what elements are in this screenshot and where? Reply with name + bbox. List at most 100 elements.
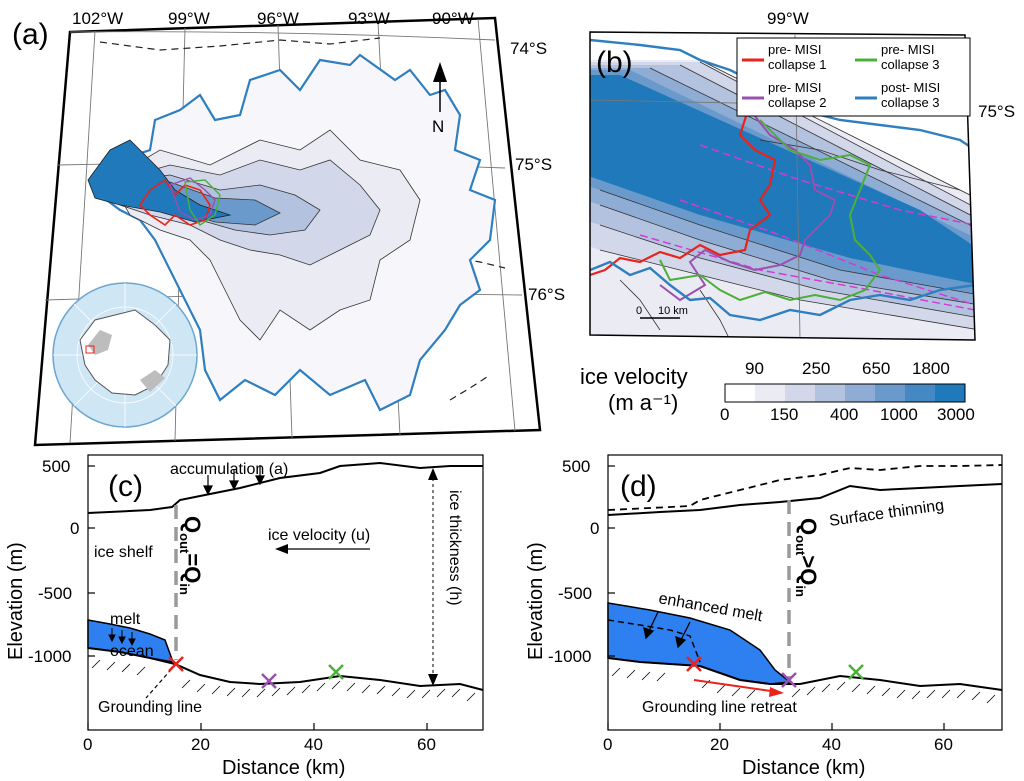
d-marker-purple-x [781,672,797,688]
colorbar-top-250: 250 [802,359,830,378]
panel-b-lat-tick: 75°S [978,102,1015,121]
colorbar-bottom-400: 400 [830,405,858,424]
c-xtick-20: 20 [191,735,210,754]
flux-equation-d: Qout>Qin [793,518,821,597]
d-xlabel: Distance (km) [742,757,865,779]
lat-tick-76s: 76°S [528,285,565,304]
panel-b-label: (b) [596,46,633,79]
lon-tick-90w: 90°W [432,9,474,28]
d-xtick-60: 60 [934,735,953,754]
d-xtick-20: 20 [710,735,729,754]
colorbar-top-1800: 1800 [912,359,950,378]
colorbar-title: ice velocity [580,364,688,389]
d-ylabel: Elevation (m) [525,542,547,660]
c-xtick-40: 40 [304,735,323,754]
label-ice-velocity: ice velocity (u) [268,527,370,544]
d-xtick-0: 0 [603,735,612,754]
d-ytick-0: 0 [590,519,599,538]
marker-green-x [328,664,344,680]
lon-tick-93w: 93°W [348,9,390,28]
c-xtick-60: 60 [417,735,436,754]
panel-a-gl-purple [169,177,216,221]
grounding-retreat-arrow [693,679,779,693]
panel-a-dashed-front [99,37,381,51]
marker-purple-x [261,673,277,689]
colorbar-swatch [905,384,936,402]
panel-b-lon-tick: 99°W [767,9,809,28]
legend-purple-line2: collapse 2 [768,95,827,110]
lon-tick-99w: 99°W [168,9,210,28]
colorbar-swatch [815,384,846,402]
marker-red-x [168,656,184,672]
panel-b: pre- MISI collapse 1 pre- MISI collapse … [589,9,1015,341]
panel-a-gl-green [184,179,221,226]
panel-c-bed-hatch [91,659,476,702]
colorbar-top-650: 650 [862,359,890,378]
panel-d-ice-shelf [607,602,792,685]
panel-d-label: (d) [620,470,657,503]
panel-c-axes [87,454,484,731]
panel-c-bed [87,647,484,691]
panel-d-thinned-surface [607,483,1003,516]
legend-purple-line1: pre- MISI [768,80,821,95]
panel-b-frame [589,31,976,341]
label-ice-shelf: ice shelf [94,544,153,561]
colorbar-bottom-150: 150 [770,405,798,424]
enhanced-melt-arrows [643,611,691,649]
c-ytick-0: 0 [70,519,79,538]
d-ytick-neg500: -500 [558,584,592,603]
panel-a: N 102°W 99°W 96°W 93°W 90°W 74°S 75°S 76… [12,9,565,447]
c-xtick-0: 0 [83,735,92,754]
colorbar-swatch [845,384,876,402]
lat-tick-75s: 75°S [515,155,552,174]
accumulation-arrows [203,465,265,496]
label-grounding-line: Grounding line [98,699,202,716]
d-ytick-500: 500 [562,457,590,476]
svg-text:Qout=Qin: Qout=Qin [177,516,205,595]
north-arrow-head [433,62,447,82]
melt-arrows [108,628,136,647]
d-marker-green-x [848,664,864,680]
label-grounding-line-retreat: Grounding line retreat [642,699,797,716]
colorbar-swatch [785,384,816,402]
colorbar-bottom-0: 0 [720,405,729,424]
panel-a-label: (a) [12,18,49,51]
legend-green-line1: pre- MISI [881,42,934,57]
panel-a-gl-red [138,178,211,227]
c-xlabel: Distance (km) [222,757,345,779]
colorbar-units: (m a⁻¹) [608,390,678,415]
panel-c-surface [87,461,483,514]
colorbar-swatch [755,384,786,402]
legend-blue-line2: collapse 3 [881,95,940,110]
c-ylabel: Elevation (m) [5,542,27,660]
colorbar-top-90: 90 [745,359,764,378]
panel-d: Surface thinning enhanced melt Grounding… [525,454,1003,779]
legend-green-line2: collapse 3 [881,57,940,72]
label-surface-thinning: Surface thinning [828,497,945,530]
panel-b-legend: pre- MISI collapse 1 pre- MISI collapse … [736,37,971,117]
lat-tick-74s: 74°S [510,39,547,58]
panel-c: accumulation (a) ice velocity (u) ice sh… [5,454,484,779]
colorbar-bottom-3000: 3000 [937,405,975,424]
lon-tick-96w: 96°W [257,9,299,28]
panel-b-gl-purple [659,109,837,302]
flux-equation-c: Qout=Qin [177,516,205,595]
colorbar-bottom-1000: 1000 [880,405,918,424]
panel-b-gl-green [659,119,882,302]
colorbar-swatch [875,384,906,402]
panel-a-fast-trunk [87,139,232,223]
c-ytick-neg500: -500 [38,584,72,603]
antarctica-inset [52,282,198,428]
c-ytick-500: 500 [42,457,70,476]
panel-b-gl-red [590,79,777,277]
lon-tick-102w: 102°W [72,9,123,28]
label-ice-thickness: ice thickness (h) [446,490,463,606]
legend-red-line1: pre- MISI [768,42,821,57]
d-xtick-40: 40 [822,735,841,754]
panel-d-bed-hatch [611,667,996,704]
panel-b-gl-blue-south [590,260,975,322]
colorbar-swatch [935,384,966,402]
c-ytick-neg1000: -1000 [28,647,71,666]
label-melt: melt [110,611,141,628]
